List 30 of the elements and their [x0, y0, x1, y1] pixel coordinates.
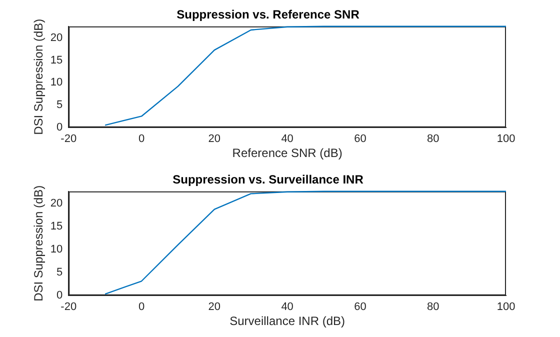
y-tick-label: 0: [56, 289, 63, 302]
y-tick-label: 0: [56, 121, 63, 134]
x-tick-label: 40: [281, 301, 294, 314]
y-tick-label: 5: [56, 266, 63, 278]
x-tick-label: 60: [354, 133, 366, 146]
y-tick-label: 20: [50, 32, 63, 44]
y-tick-label: 5: [56, 99, 63, 112]
x-axis-title: Surveillance INR (dB): [230, 314, 346, 328]
x-tick-label: 0: [138, 301, 145, 314]
x-tick-label: 100: [496, 301, 516, 314]
y-tick-label: 15: [50, 220, 63, 232]
x-tick-label: -20: [60, 301, 77, 314]
x-tick-label: 80: [426, 301, 440, 314]
x-axis-title: Reference SNR (dB): [232, 146, 342, 160]
x-tick-label: 80: [426, 133, 440, 146]
y-tick-label: 10: [50, 243, 63, 256]
x-tick-label: 60: [354, 301, 366, 314]
x-tick-label: 20: [208, 301, 221, 314]
y-tick-label: 20: [50, 197, 63, 210]
chart-title: Suppression vs. Reference SNR: [176, 8, 360, 22]
x-tick-label: 0: [138, 133, 145, 146]
x-tick-label: 40: [281, 133, 294, 146]
y-axis-title: DSI Suppression (dB): [32, 185, 46, 302]
y-tick-label: 15: [50, 54, 63, 66]
x-tick-label: 20: [208, 133, 221, 146]
x-tick-label: 100: [496, 133, 516, 146]
y-axis-title: DSI Suppression (dB): [32, 18, 46, 135]
y-tick-label: 10: [50, 76, 63, 89]
chart-title: Suppression vs. Surveillance INR: [172, 172, 364, 187]
x-tick-label: -20: [60, 133, 77, 146]
